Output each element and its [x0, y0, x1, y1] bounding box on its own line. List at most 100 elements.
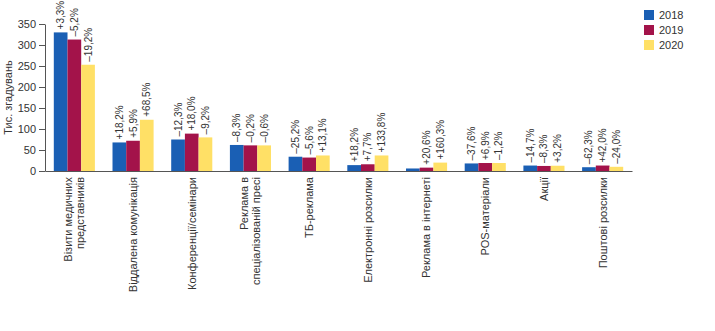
- annotation: –24,0%: [611, 130, 622, 164]
- tick: Електронні розсилки: [362, 171, 374, 283]
- annotation: –8,3%: [231, 113, 242, 141]
- bar: [582, 167, 596, 171]
- annotation: –14,7%: [525, 129, 536, 163]
- tick: POS-матеріали: [479, 171, 491, 256]
- annotation: –9,2%: [200, 106, 211, 134]
- tick-mark: [39, 171, 45, 172]
- tick-mark: [39, 108, 45, 109]
- bar: [230, 145, 244, 171]
- annotation: –5,2%: [69, 8, 80, 36]
- bar: [185, 134, 199, 171]
- chart: +3,3%+18,2%–12,3%–8,3%–25,2%+18,2%–37,6%…: [0, 0, 715, 331]
- tick: 250: [18, 60, 45, 72]
- tick: 100: [18, 123, 45, 135]
- tick: 350: [18, 18, 45, 30]
- bar: [289, 157, 303, 171]
- annotation: +3,2%: [552, 134, 563, 163]
- bar: [347, 165, 361, 171]
- tick-label: 250: [18, 60, 36, 72]
- bar: [537, 166, 551, 171]
- annotation: +13,1%: [317, 118, 328, 152]
- tick-label: 200: [18, 81, 36, 93]
- legend-swatch: [644, 10, 654, 20]
- bar: [199, 137, 213, 171]
- annotation: +42,0%: [597, 128, 608, 162]
- bar: [406, 168, 420, 171]
- tick-label: Віддалена комунікація: [127, 177, 139, 292]
- series: [81, 65, 623, 171]
- y-axis: 050100150200250300350: [18, 18, 46, 177]
- tick: Поштові розсилки: [597, 171, 609, 268]
- bar: [609, 167, 623, 171]
- tick-label: ТБ-реклама: [303, 176, 315, 238]
- tick-label: 100: [18, 123, 36, 135]
- bar: [140, 120, 154, 171]
- tick-label: Акції: [538, 177, 550, 201]
- axis-line: [45, 25, 46, 172]
- tick: Візити медичнихпредставників: [62, 171, 86, 262]
- tick-label: 300: [18, 39, 36, 51]
- tick-label: Візити медичнихпредставників: [62, 177, 86, 262]
- bar: [433, 163, 447, 171]
- tick-mark: [39, 24, 45, 25]
- bar: [375, 155, 389, 171]
- annotation: –12,3%: [173, 102, 184, 136]
- bar: [54, 32, 68, 171]
- tick: Акції: [538, 171, 550, 201]
- bar: [361, 164, 375, 171]
- legend: 201820192020: [644, 9, 683, 51]
- tick-label: 350: [18, 18, 36, 30]
- tick-label: Конференції/семінари: [186, 177, 198, 290]
- bar: [81, 65, 95, 171]
- annotation: +3,3%: [55, 1, 66, 30]
- tick: Віддалена комунікація: [127, 171, 139, 292]
- tick: 300: [18, 39, 45, 51]
- y-axis-title: Тис. згадувань: [2, 60, 14, 135]
- tick: 200: [18, 81, 45, 93]
- bar: [126, 141, 140, 171]
- tick-label: 150: [18, 102, 36, 114]
- annotation: –0,6%: [259, 114, 270, 142]
- tick-label: Електронні розсилки: [362, 177, 374, 283]
- annotation: –5,6%: [304, 126, 315, 154]
- tick-label: Поштові розсилки: [597, 177, 609, 268]
- bars: [54, 32, 623, 171]
- tick: 150: [18, 102, 45, 114]
- annotation: –37,6%: [466, 126, 477, 160]
- tick-mark: [39, 66, 45, 67]
- tick-label: POS-матеріали: [479, 177, 491, 256]
- annotation: +6,9%: [480, 131, 491, 160]
- annotation: +160,3%: [435, 120, 446, 160]
- bar: [596, 166, 610, 171]
- bar: [68, 40, 82, 171]
- annotation: –0,2%: [245, 114, 256, 142]
- tick: 0: [30, 165, 45, 177]
- series: [68, 40, 610, 171]
- annotation: –25,2%: [290, 120, 301, 154]
- annotation: –8,3%: [538, 134, 549, 162]
- bar: [465, 163, 479, 171]
- tick: ТБ-реклама: [303, 171, 315, 238]
- annotation: +5,9%: [128, 109, 139, 138]
- legend-label: 2018: [659, 9, 683, 21]
- annotation: +18,2%: [114, 105, 125, 139]
- bar: [113, 142, 127, 171]
- annotations: +3,3%+18,2%–12,3%–8,3%–25,2%+18,2%–37,6%…: [55, 1, 622, 165]
- annotation: –62,3%: [583, 130, 594, 164]
- annotation: +133,8%: [376, 113, 387, 153]
- tick-label: 0: [30, 165, 36, 177]
- annotation: +7,7%: [362, 133, 373, 162]
- tick-label: Реклама в інтернеті: [420, 177, 432, 278]
- tick: Реклама в інтернеті: [420, 171, 432, 278]
- annotation: –1,2%: [493, 132, 504, 160]
- annotation: +20,6%: [421, 130, 432, 164]
- bar: [478, 163, 492, 171]
- legend-swatch: [644, 40, 654, 50]
- annotation: +68,5%: [141, 82, 152, 116]
- tick-mark: [39, 87, 45, 88]
- legend-label: 2020: [659, 39, 683, 51]
- bar: [171, 140, 185, 172]
- x-axis: Візити медичнихпредставників Віддалена ко…: [46, 171, 633, 292]
- bar: [244, 145, 258, 171]
- tick: Конференції/семінари: [186, 171, 198, 290]
